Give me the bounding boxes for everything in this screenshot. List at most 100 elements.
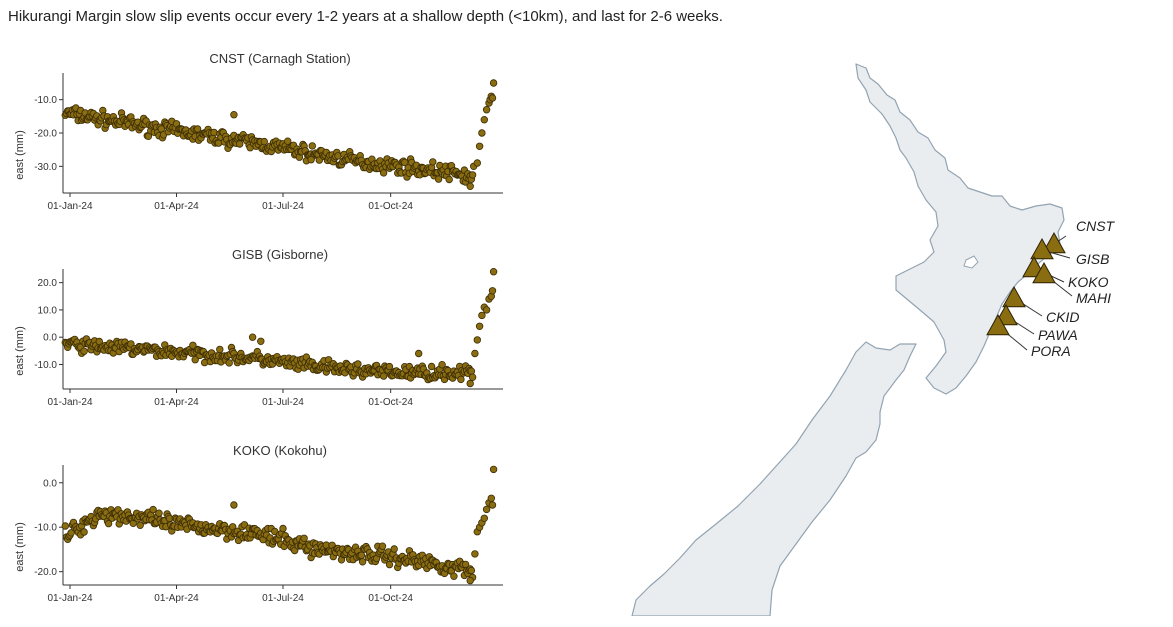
station-marker[interactable] [986,313,1010,336]
x-tick-label: 01-Oct-24 [368,397,413,408]
data-point [193,125,202,133]
station-label: GISB [1076,251,1109,267]
data-point [279,524,287,533]
data-point [489,268,498,276]
data-point [230,110,238,119]
data-point [136,521,144,529]
data-point [471,349,479,358]
data-point [488,287,497,295]
data-point [257,337,265,345]
y-tick-label: -20.0 [34,129,57,140]
x-tick-label: 01-Jul-24 [262,201,304,212]
station-marker[interactable] [1032,261,1056,284]
data-point [466,379,474,388]
data-point [466,182,474,190]
station-ckid[interactable]: CKID [1002,285,1079,325]
data-point [358,558,367,566]
lake-taupo-shape [963,255,979,269]
data-point [95,337,103,346]
data-point [80,347,88,355]
data-point [489,79,498,87]
station-marker[interactable] [1030,237,1054,260]
data-point [489,465,498,474]
y-tick-label: 20.0 [38,278,58,289]
data-point [308,142,316,150]
data-point [149,505,157,514]
x-tick-label: 01-Jan-24 [48,397,93,408]
data-point [457,375,465,384]
data-point [467,566,476,575]
y-tick-label: -30.0 [34,162,57,173]
chart-panel-gisb: GISB (Gisborne) east (mm) 20.0 10.0 0.0 -10… [0,241,520,431]
data-point [467,367,476,375]
station-gisb[interactable]: GISB [1030,237,1109,267]
chart-panel-cnst: CNST (Carnagh Station) east (mm) -10.0 -2… [0,45,520,235]
data-point [445,175,453,184]
plot-area: -10.0 -20.0 -30.0 01-Jan-24 01-Apr-24 01-Jul-… [34,73,503,212]
y-tick-label: 0.0 [43,478,57,489]
data-point [61,522,70,530]
data-point [434,175,443,183]
data-point [473,336,481,344]
south-island-shape [631,341,917,616]
y-tick-label: -10.0 [34,95,57,106]
chart-title: GISB (Gisborne) [232,247,328,262]
data-point [487,494,495,502]
station-mahi[interactable]: MAHI [1032,261,1111,306]
x-tick-label: 01-Oct-24 [368,593,413,604]
x-tick-label: 01-Jan-24 [48,593,93,604]
data-point [191,355,199,364]
station-cnst[interactable]: CNST [1042,218,1116,254]
plot-area: 0.0 -10.0 -20.0 01-Jan-24 01-Apr-24 01-Jul-24… [34,465,503,604]
data-point [488,501,497,509]
y-tick-label: -10.0 [34,360,57,371]
x-tick-label: 01-Apr-24 [154,593,199,604]
data-point [468,373,477,381]
x-tick-label: 01-Jul-24 [262,397,304,408]
data-point [248,333,257,341]
data-point [385,362,394,371]
station-marker[interactable] [1002,285,1026,308]
data-point [482,306,491,314]
x-tick-label: 01-Oct-24 [368,201,413,212]
station-pora[interactable]: PORA [986,313,1071,359]
data-point [478,311,486,320]
station-label: PORA [1031,343,1071,359]
data-point [379,169,388,177]
data-point [104,519,113,528]
data-point [429,158,437,166]
data-point [415,349,423,358]
data-point [471,550,479,558]
data-point [478,129,486,137]
data-point [307,155,315,164]
data-point [260,137,268,146]
y-axis-label: east (mm) [14,326,26,376]
data-point [480,514,488,522]
station-label: MAHI [1076,290,1111,306]
station-label: CKID [1046,309,1079,325]
chart-svg-koko: KOKO (Kokohu) east (mm) 0.0 -10.0 -20.0 01-… [14,443,503,604]
data-point [438,360,446,369]
y-axis-label: east (mm) [14,522,26,572]
station-marker[interactable] [1042,231,1066,254]
data-point [67,529,75,537]
y-tick-label: -10.0 [34,523,57,534]
data-point [225,359,233,367]
data-point [475,142,484,150]
data-point [354,360,362,368]
data-point [482,105,491,114]
x-tick-label: 01-Jul-24 [262,593,304,604]
plot-area: 20.0 10.0 0.0 -10.0 01-Jan-24 01-Apr-24 01-Jul… [34,268,503,408]
data-point [468,171,477,179]
x-tick-label: 01-Jan-24 [48,201,93,212]
y-axis-label: east (mm) [14,130,26,180]
data-point [284,137,292,145]
data-point [378,542,387,550]
y-tick-label: 0.0 [43,333,57,344]
data-point [466,576,474,585]
chart-title: KOKO (Kokohu) [233,443,327,458]
data-point [379,372,388,380]
data-point [357,551,366,559]
